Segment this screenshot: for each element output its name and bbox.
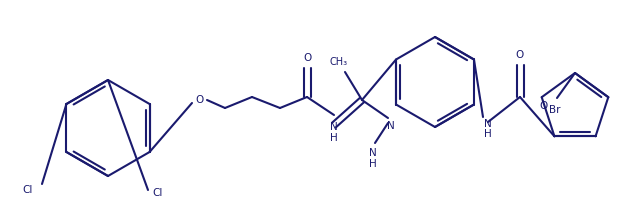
Text: Cl: Cl [23,185,33,195]
Text: O: O [303,53,311,63]
Text: O: O [516,50,524,60]
Text: Br: Br [550,105,561,115]
Text: Cl: Cl [153,188,163,198]
Text: N: N [484,119,492,129]
Text: H: H [369,159,377,169]
Text: O: O [539,101,548,111]
Text: H: H [330,133,338,143]
Text: H: H [484,129,492,139]
Text: O: O [196,95,204,105]
Text: N: N [369,148,377,158]
Text: N: N [387,121,395,131]
Text: N: N [330,122,338,132]
Text: CH₃: CH₃ [330,57,348,67]
